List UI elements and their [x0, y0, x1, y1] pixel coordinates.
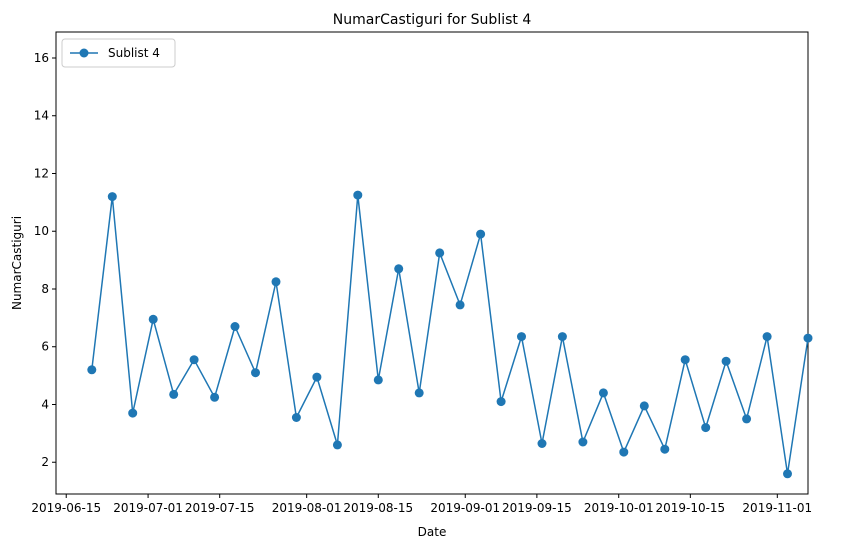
data-point — [578, 437, 588, 447]
data-point — [803, 333, 813, 343]
plot-frame — [55, 31, 809, 495]
x-axis: 2019-06-15 2019-07-01 2019-07-15 2019-08-01… — [31, 494, 812, 515]
x-tick-label: 2019-09-15 — [502, 501, 572, 515]
data-point — [87, 365, 97, 375]
y-axis: 2 4 6 8 10 12 14 16 — [34, 51, 56, 469]
chart-title: NumarCastiguri for Sublist 4 — [333, 12, 532, 28]
x-tick-label: 2019-07-01 — [113, 501, 183, 515]
data-point — [496, 397, 506, 407]
data-point — [742, 414, 752, 424]
y-axis-title: NumarCastiguri — [10, 216, 24, 310]
data-point — [271, 277, 281, 287]
y-tick-label: 16 — [34, 51, 49, 65]
legend-label: Sublist 4 — [108, 46, 160, 60]
x-tick-label: 2019-09-01 — [430, 501, 500, 515]
data-point — [251, 368, 260, 378]
data-point — [169, 389, 179, 399]
y-tick-label: 4 — [41, 397, 49, 411]
data-point — [660, 444, 670, 454]
data-point — [373, 375, 383, 385]
data-point — [332, 440, 342, 450]
y-tick-label: 2 — [41, 455, 49, 469]
data-point — [107, 192, 117, 202]
data-point — [639, 401, 649, 411]
legend-box — [61, 38, 176, 68]
data-point — [517, 332, 526, 342]
y-tick-label: 6 — [41, 340, 49, 354]
x-tick-label: 2019-08-15 — [343, 501, 413, 515]
data-point — [230, 322, 240, 331]
series-line — [91, 194, 809, 475]
data-point — [148, 314, 158, 324]
data-point — [557, 332, 567, 342]
x-tick-label: 2019-07-15 — [185, 501, 255, 515]
data-point — [394, 264, 404, 274]
data-point — [476, 229, 486, 239]
x-tick-label: 2019-08-01 — [272, 501, 342, 515]
data-point — [435, 248, 445, 258]
x-tick-label: 2019-06-15 — [31, 501, 101, 515]
data-point — [721, 356, 731, 366]
data-point — [680, 355, 690, 365]
data-point — [762, 332, 772, 342]
y-tick-label: 14 — [34, 109, 49, 123]
x-tick-label: 2019-10-15 — [655, 501, 725, 515]
legend-marker — [79, 48, 89, 58]
data-point — [537, 439, 547, 448]
data-point — [312, 372, 322, 382]
data-point — [291, 413, 301, 422]
x-tick-label: 2019-11-01 — [742, 501, 812, 515]
legend: Sublist 4 — [61, 38, 176, 68]
data-point — [701, 423, 711, 433]
data-point — [783, 469, 792, 479]
y-tick-label: 12 — [34, 166, 49, 180]
data-point — [414, 388, 424, 398]
data-point — [128, 408, 138, 418]
y-tick-label: 8 — [41, 282, 49, 296]
data-point — [189, 355, 199, 365]
series-layer — [87, 190, 813, 479]
data-point — [598, 388, 608, 398]
data-point — [353, 190, 363, 200]
plot-area — [55, 31, 809, 495]
data-point — [455, 300, 465, 310]
y-tick-label: 10 — [34, 224, 49, 238]
data-point — [210, 392, 220, 402]
x-axis-title: Date — [418, 525, 447, 539]
x-tick-label: 2019-10-01 — [584, 501, 654, 515]
data-point — [619, 447, 629, 457]
